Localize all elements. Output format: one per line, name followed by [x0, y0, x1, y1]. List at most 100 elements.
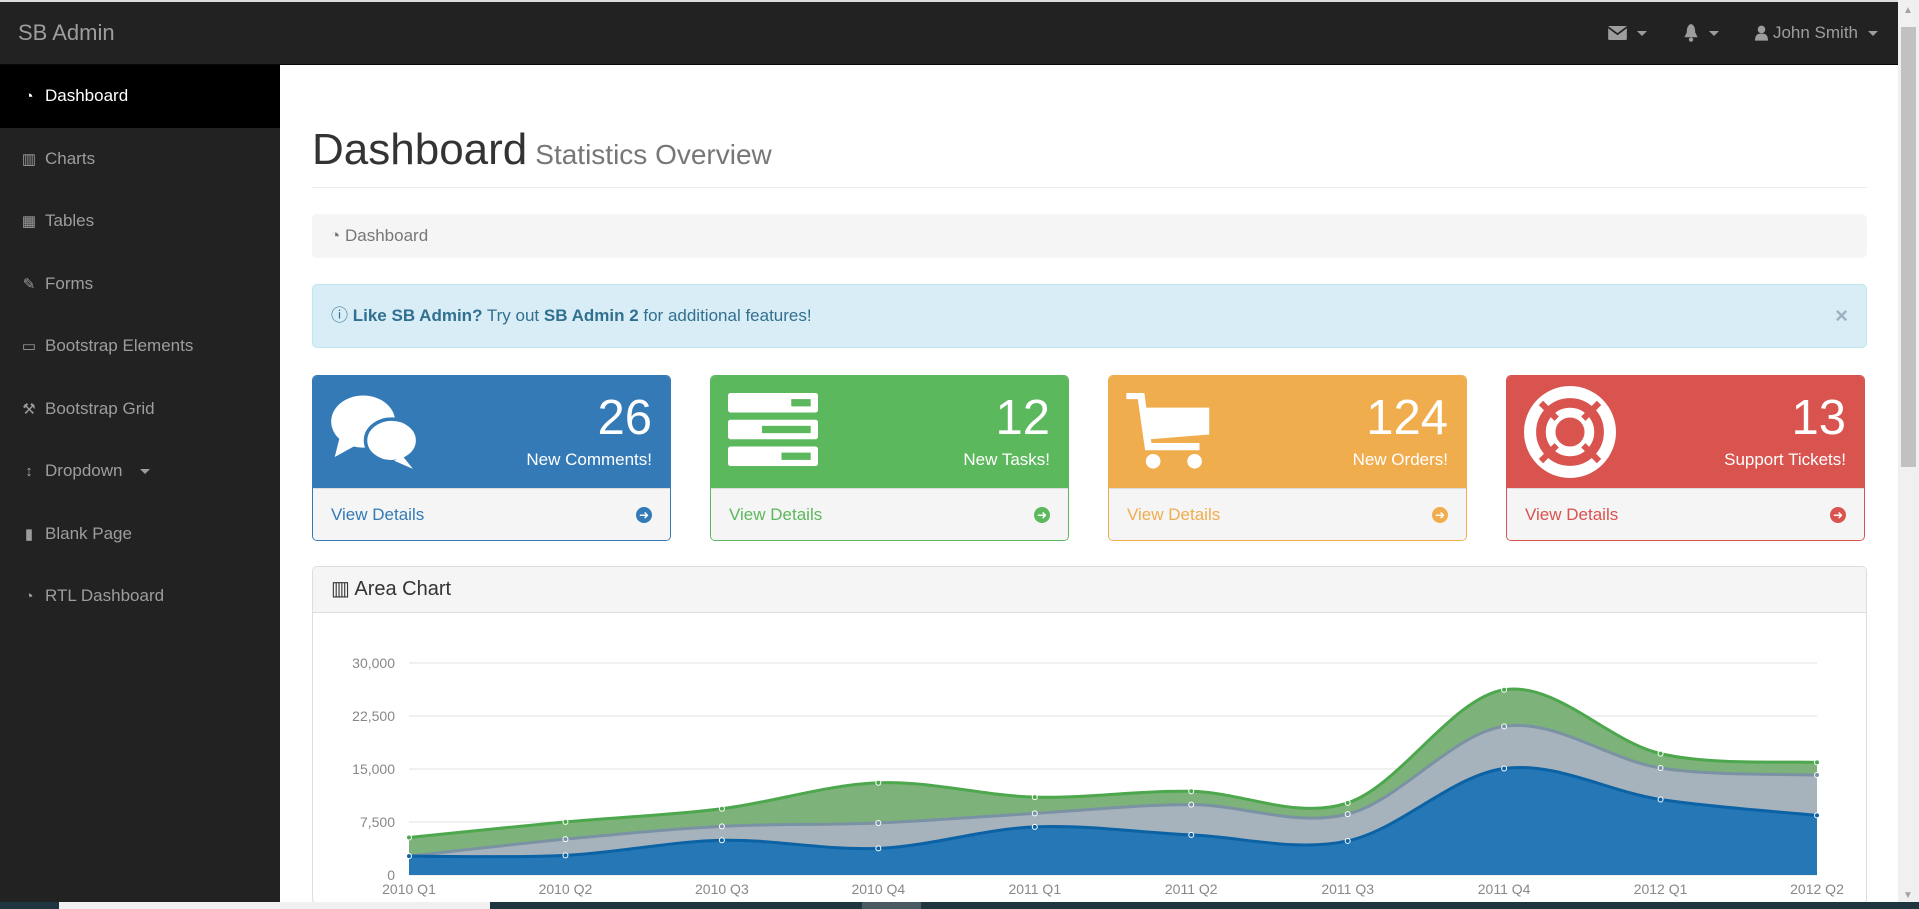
- close-button[interactable]: ×: [1835, 303, 1848, 328]
- tasks-panel: 12 New Tasks! View Details ➜: [710, 375, 1069, 541]
- view-details-link[interactable]: View Details ➜: [1507, 488, 1864, 540]
- taskbar-item[interactable]: [59, 902, 490, 909]
- data-point: [406, 853, 412, 860]
- data-point: [406, 834, 412, 841]
- arrow-circle-right-icon: ➜: [1432, 506, 1448, 523]
- sb-admin-2-link[interactable]: SB Admin 2: [543, 306, 639, 325]
- sidebar-item-forms[interactable]: ✎ Forms: [0, 253, 280, 316]
- edit-icon: ✎: [22, 275, 36, 293]
- info-icon: ⓘ: [331, 306, 353, 325]
- chart-title: Area Chart: [354, 578, 452, 600]
- alert-text: Try out: [482, 306, 544, 325]
- arrow-circle-right-icon: ➜: [636, 506, 652, 523]
- sidebar-item-bootstrap-grid[interactable]: ⚒ Bootstrap Grid: [0, 378, 280, 441]
- sidebar-item-label: Tables: [45, 211, 95, 231]
- data-point: [1501, 723, 1508, 730]
- panel-value: 26: [597, 391, 652, 445]
- panel-label: New Tasks!: [963, 450, 1050, 469]
- sidebar-item-rtl-dashboard[interactable]: ◔ RTL Dashboard: [0, 565, 280, 628]
- view-details-label: View Details: [1525, 504, 1619, 524]
- sidebar-item-label: Dashboard: [45, 86, 129, 106]
- file-icon: ▮: [24, 525, 34, 543]
- x-tick-label: 2011 Q1: [1008, 881, 1061, 897]
- data-point: [562, 818, 569, 825]
- x-tick-label: 2011 Q2: [1165, 881, 1218, 897]
- alerts-dropdown[interactable]: [1683, 24, 1719, 42]
- sidebar-item-tables[interactable]: ▦ Tables: [0, 190, 280, 253]
- sidebar-item-label: Blank Page: [45, 523, 132, 543]
- arrow-circle-right-icon: ➜: [1830, 506, 1846, 523]
- sidebar-item-label: Charts: [45, 148, 96, 168]
- x-tick-label: 2011 Q3: [1321, 881, 1374, 897]
- top-navbar: SB Admin John Smith: [0, 2, 1898, 65]
- sidebar-item-label: Bootstrap Grid: [45, 398, 155, 418]
- panel-label: New Comments!: [526, 450, 652, 469]
- sidebar-item-label: Dropdown: [45, 461, 123, 481]
- caret-icon: [1708, 30, 1719, 36]
- table-icon: ▦: [21, 213, 37, 231]
- data-point: [562, 836, 569, 843]
- data-point: [718, 805, 725, 812]
- panel-value: 124: [1366, 391, 1448, 445]
- y-tick-label: 0: [387, 867, 395, 883]
- view-details-link[interactable]: View Details ➜: [313, 488, 670, 540]
- vertical-scrollbar[interactable]: ▲ ▼: [1898, 0, 1919, 909]
- data-point: [1814, 772, 1820, 779]
- x-tick-label: 2010 Q3: [695, 881, 749, 897]
- taskbar: [0, 902, 1919, 909]
- panel-value: 13: [1791, 391, 1846, 445]
- sidebar-item-dashboard[interactable]: ◔ Dashboard: [0, 65, 280, 128]
- support-panel: 13 Support Tickets! View Details ➜: [1506, 375, 1865, 541]
- scrollbar-thumb[interactable]: [1901, 27, 1916, 467]
- view-details-label: View Details: [331, 504, 425, 524]
- bar-chart-icon: ▥: [21, 150, 37, 168]
- x-tick-label: 2010 Q4: [851, 881, 905, 897]
- brand-link[interactable]: SB Admin: [18, 20, 115, 45]
- scroll-down-icon[interactable]: ▼: [1903, 890, 1913, 901]
- user-dropdown[interactable]: John Smith: [1754, 23, 1878, 43]
- envelope-icon: [1607, 26, 1627, 40]
- view-details-link[interactable]: View Details ➜: [711, 488, 1068, 540]
- sidebar-item-blank-page[interactable]: ▮ Blank Page: [0, 503, 280, 566]
- data-point: [718, 837, 725, 844]
- desktop-icon: ▭: [21, 338, 37, 356]
- view-details-link[interactable]: View Details ➜: [1109, 488, 1466, 540]
- arrows-v-icon: ↕: [25, 462, 33, 480]
- data-point: [1031, 823, 1038, 830]
- data-point: [1657, 796, 1664, 803]
- area-chart-panel: ▥ Area Chart 0 7,500 15,000 22,500 30,000 201…: [312, 566, 1867, 904]
- series-line-3: [408, 687, 1818, 839]
- panel-label: Support Tickets!: [1724, 450, 1846, 469]
- scroll-up-icon[interactable]: ▲: [1903, 5, 1913, 16]
- data-point: [875, 779, 882, 786]
- view-details-label: View Details: [729, 504, 823, 524]
- arrow-circle-right-icon: ➜: [1034, 506, 1050, 523]
- data-point: [562, 852, 569, 859]
- taskbar-item[interactable]: [862, 902, 921, 909]
- series-line-2: [408, 723, 1818, 858]
- sidebar-item-label: Forms: [45, 273, 94, 293]
- data-point: [1344, 837, 1351, 844]
- messages-dropdown[interactable]: [1607, 26, 1647, 40]
- panel-label: New Orders!: [1352, 450, 1448, 469]
- caret-icon: [1636, 30, 1647, 36]
- data-point: [875, 845, 882, 852]
- caret-icon: [1868, 30, 1878, 36]
- sidebar-item-label: RTL Dashboard: [45, 586, 165, 606]
- data-point: [1031, 810, 1038, 817]
- data-point: [1814, 812, 1820, 819]
- dashboard-icon: ◔: [24, 87, 34, 105]
- sidebar-item-charts[interactable]: ▥ Charts: [0, 128, 280, 191]
- data-point: [1501, 686, 1508, 693]
- sidebar-item-bootstrap-elements[interactable]: ▭ Bootstrap Elements: [0, 315, 280, 378]
- bell-icon: [1684, 24, 1698, 42]
- sidebar-item-dropdown[interactable]: ↕ Dropdown: [0, 440, 280, 503]
- data-point: [1501, 765, 1508, 772]
- data-point: [1657, 764, 1664, 771]
- info-alert: ⓘ Like SB Admin? Try out SB Admin 2 for …: [312, 284, 1867, 348]
- x-tick-label: 2010 Q2: [539, 881, 593, 897]
- data-point: [718, 823, 725, 830]
- data-point: [1344, 799, 1351, 806]
- panel-value: 12: [995, 391, 1050, 445]
